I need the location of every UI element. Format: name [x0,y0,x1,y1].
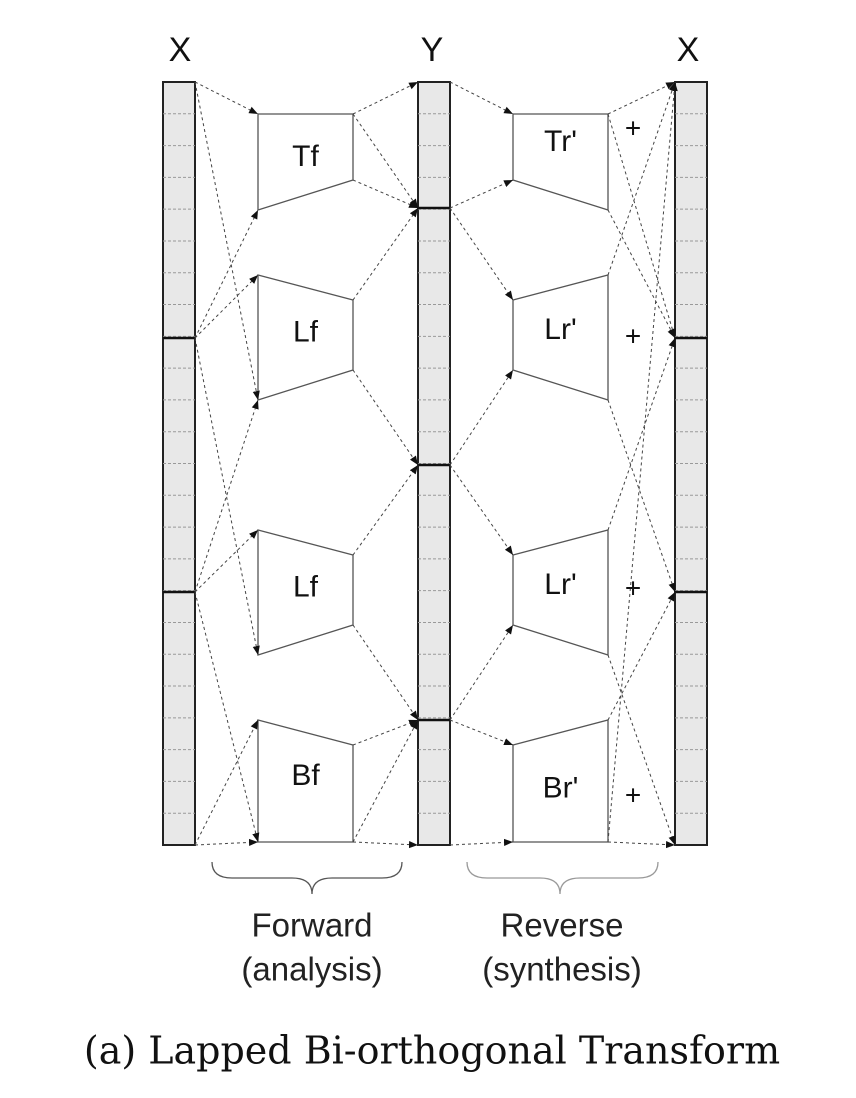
reverse-label: (synthesis) [482,951,642,988]
dashed-arrow [607,81,678,843]
forward-label: (analysis) [241,951,382,988]
dashed-arrow [194,399,259,593]
dashed-arrow [449,207,514,301]
block-label: Tf [292,140,319,173]
plus-sign: + [625,779,641,810]
column-label: Y [421,31,444,69]
block-label: Br' [543,771,579,804]
dashed-arrow [194,529,259,593]
forward-label: Forward [251,907,372,944]
dashed-arrow [607,399,676,593]
dashed-arrow [194,81,259,115]
dashed-arrow [607,81,676,115]
dashed-arrow [449,179,514,209]
dashed-arrow [352,81,419,115]
dashed-arrow [607,337,676,531]
dashed-arrow [352,719,419,746]
dashed-arrow [194,337,260,656]
dashed-arrow [194,719,259,846]
dashed-arrow [449,624,514,721]
plus-sign: + [625,112,641,143]
dashed-arrow [449,464,514,556]
block-label: Tr' [544,125,577,158]
block-label: Lr' [544,568,576,601]
dashed-arrow [352,719,419,843]
block-label: Lf [293,315,319,348]
dashed-arrow [607,591,676,721]
caption: (a) Lapped Bi-orthogonal Transform [84,1029,780,1073]
dashed-arrow [352,840,419,849]
plus-sign: + [625,572,641,603]
block-label: Lf [293,570,319,603]
dashed-arrow [449,719,514,746]
dashed-arrow [352,624,419,721]
dashed-arrow [607,654,676,846]
dashed-arrow [194,274,259,339]
dashed-arrow [194,838,259,847]
reverse-brace [466,861,659,895]
block-label: Bf [291,759,320,792]
dashed-arrow [449,838,514,847]
dashed-arrow [352,369,419,466]
dashed-arrow [194,209,259,339]
reverse-label: Reverse [501,907,624,944]
column-label: X [169,31,192,69]
column-label: X [677,31,700,69]
block-label: Lr' [544,313,576,346]
dashed-arrow [607,209,676,339]
dashed-arrow [352,464,419,556]
dashed-arrow [449,81,514,115]
forward-brace [211,861,403,895]
dashed-arrow [607,113,676,339]
dashed-arrow [607,841,676,849]
dashed-arrow [194,591,260,843]
dashed-arrow [194,81,260,401]
plus-sign: + [625,320,641,351]
dashed-arrow [352,207,419,301]
dashed-arrow [449,369,514,466]
dashed-arrow [607,81,676,276]
dashed-arrow [352,113,419,209]
